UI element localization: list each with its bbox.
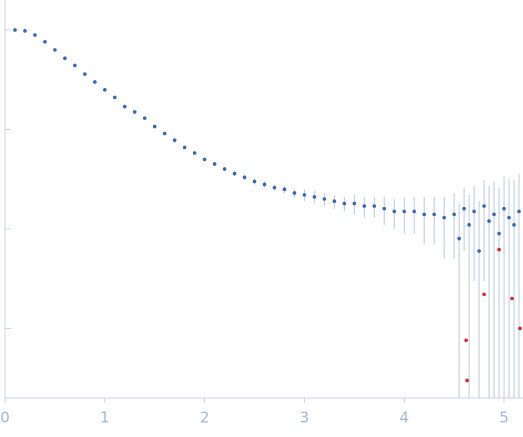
data-point bbox=[352, 201, 357, 206]
data-point bbox=[482, 292, 486, 297]
data-point bbox=[112, 95, 117, 100]
data-point bbox=[452, 212, 456, 217]
data-point bbox=[312, 195, 317, 199]
x-tick-label: 0 bbox=[0, 409, 10, 427]
data-point bbox=[322, 197, 327, 201]
data-point bbox=[152, 124, 157, 129]
data-point bbox=[302, 193, 307, 197]
data-point bbox=[292, 191, 297, 195]
data-point bbox=[122, 104, 127, 109]
data-point bbox=[83, 72, 87, 76]
plot-area bbox=[13, 28, 522, 398]
data-point bbox=[497, 231, 501, 236]
data-point bbox=[464, 338, 468, 343]
data-point bbox=[202, 157, 207, 162]
data-point bbox=[23, 29, 27, 33]
data-point bbox=[53, 48, 57, 52]
x-tick-label: 4 bbox=[399, 409, 409, 427]
data-point bbox=[162, 131, 167, 136]
data-point bbox=[262, 182, 267, 187]
data-point bbox=[13, 28, 17, 32]
data-point bbox=[252, 179, 257, 184]
x-tick-label: 2 bbox=[200, 409, 210, 427]
data-point bbox=[487, 219, 491, 223]
data-point bbox=[33, 33, 37, 37]
data-point bbox=[457, 236, 461, 241]
data-point bbox=[472, 209, 476, 214]
data-point bbox=[142, 116, 147, 120]
data-point bbox=[402, 209, 407, 214]
data-point bbox=[103, 88, 107, 92]
data-point bbox=[502, 206, 506, 211]
data-point bbox=[212, 162, 217, 166]
data-point bbox=[362, 204, 367, 208]
x-tick-label: 3 bbox=[300, 409, 310, 427]
data-point bbox=[422, 212, 426, 217]
data-point bbox=[477, 249, 481, 253]
data-point bbox=[507, 215, 511, 220]
data-point bbox=[412, 209, 417, 214]
data-point bbox=[242, 175, 247, 180]
data-point bbox=[432, 212, 436, 217]
data-point bbox=[517, 209, 521, 214]
data-point bbox=[222, 167, 227, 171]
data-point bbox=[392, 209, 397, 214]
data-point bbox=[382, 206, 387, 211]
data-point bbox=[182, 145, 187, 150]
data-point bbox=[518, 326, 522, 331]
data-point bbox=[192, 151, 197, 155]
data-point bbox=[43, 40, 47, 44]
data-point bbox=[467, 223, 471, 227]
data-point bbox=[232, 171, 237, 176]
data-point bbox=[482, 204, 486, 208]
x-tick-label: 5 bbox=[499, 409, 509, 427]
data-point bbox=[332, 199, 337, 204]
data-point bbox=[172, 138, 177, 142]
data-point bbox=[442, 215, 446, 220]
data-point bbox=[73, 63, 77, 68]
data-point bbox=[462, 206, 466, 211]
data-point bbox=[497, 247, 501, 252]
data-point bbox=[63, 56, 67, 61]
data-point bbox=[282, 187, 287, 192]
data-point bbox=[93, 80, 97, 84]
x-tick-label: 1 bbox=[100, 409, 110, 427]
data-point bbox=[372, 204, 377, 208]
data-point bbox=[510, 296, 514, 301]
data-point bbox=[342, 201, 347, 206]
data-point bbox=[132, 110, 137, 114]
data-point bbox=[465, 378, 469, 383]
data-point bbox=[272, 185, 277, 190]
data-point bbox=[512, 223, 516, 227]
data-point bbox=[492, 212, 496, 217]
